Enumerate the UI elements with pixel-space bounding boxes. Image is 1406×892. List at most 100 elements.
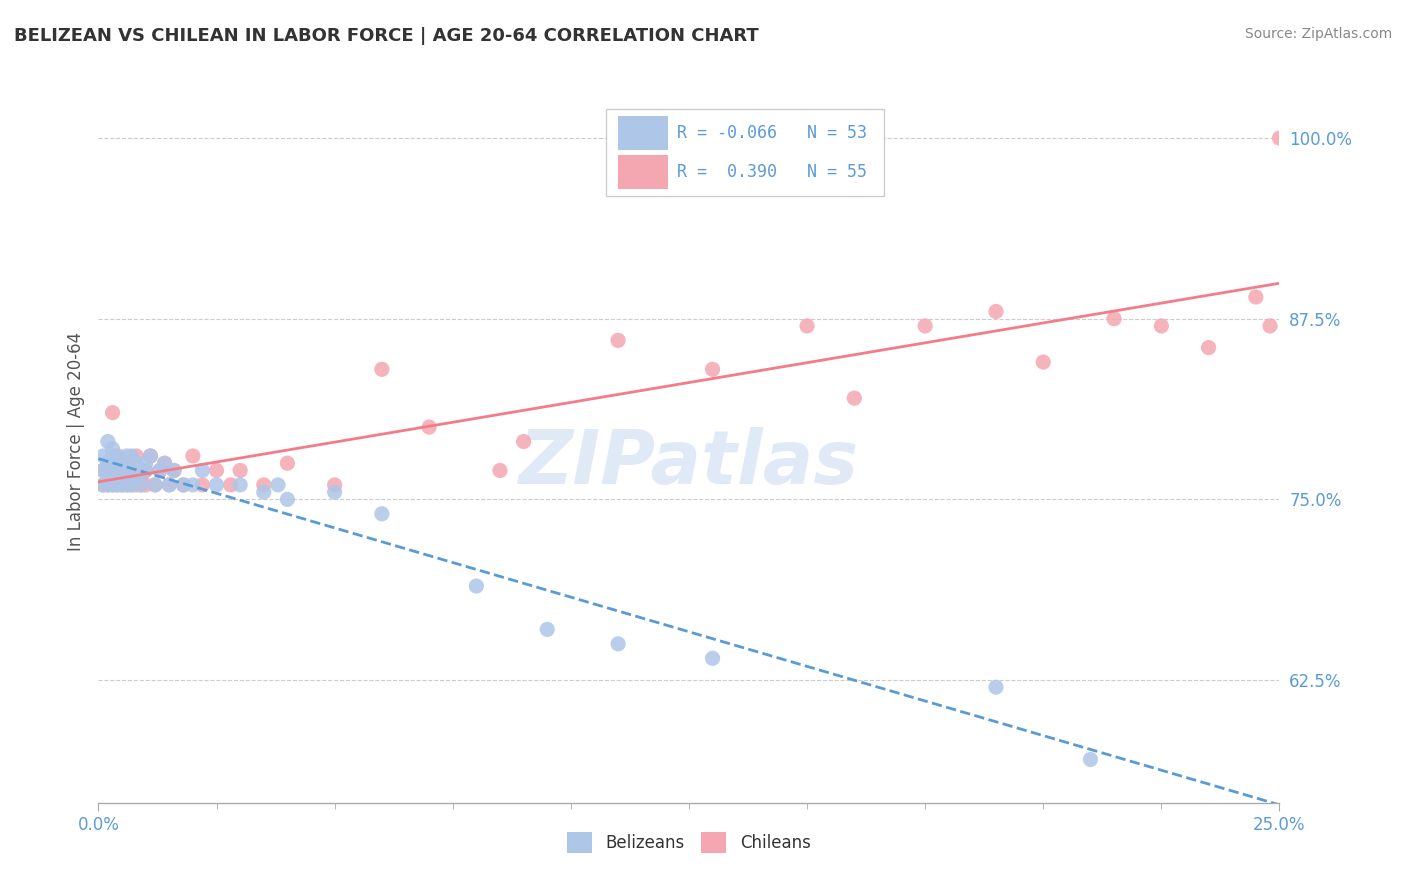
Point <box>157 478 180 492</box>
Point <box>125 449 148 463</box>
Point <box>101 406 124 420</box>
Point <box>135 456 157 470</box>
Y-axis label: In Labor Force | Age 20-64: In Labor Force | Age 20-64 <box>66 332 84 551</box>
Point <box>607 637 630 651</box>
Point <box>91 478 114 492</box>
Point <box>1032 355 1054 369</box>
Point <box>1258 318 1281 333</box>
Point <box>157 478 180 492</box>
Text: ZIPatlas: ZIPatlas <box>519 426 859 500</box>
Point <box>163 463 186 477</box>
Point <box>121 478 143 492</box>
Point <box>105 478 128 492</box>
Point <box>101 456 124 470</box>
Point <box>101 463 124 477</box>
Point <box>512 434 534 449</box>
Point <box>111 478 134 492</box>
Point <box>129 478 152 492</box>
Point <box>105 478 128 492</box>
Point <box>101 478 124 492</box>
Text: R =  0.390   N = 55: R = 0.390 N = 55 <box>678 162 868 180</box>
FancyBboxPatch shape <box>619 154 668 189</box>
Point <box>101 449 124 463</box>
Point <box>91 449 114 463</box>
Point <box>115 478 138 492</box>
Point <box>125 456 148 470</box>
Point <box>371 507 394 521</box>
Point <box>129 478 152 492</box>
Legend: Belizeans, Chileans: Belizeans, Chileans <box>561 826 817 860</box>
Point <box>205 478 228 492</box>
Point <box>172 478 194 492</box>
Point <box>418 420 440 434</box>
Point <box>111 463 134 477</box>
Point <box>536 623 558 637</box>
Point <box>121 463 143 477</box>
Point <box>105 463 128 477</box>
Point <box>172 478 194 492</box>
Point <box>125 470 148 484</box>
Point <box>139 449 162 463</box>
Point <box>129 463 152 477</box>
Point <box>489 463 512 477</box>
Point <box>253 478 276 492</box>
Point <box>91 478 114 492</box>
Point <box>607 334 630 348</box>
Point <box>1244 290 1267 304</box>
Point <box>984 304 1007 318</box>
FancyBboxPatch shape <box>606 109 884 196</box>
Point <box>1150 318 1173 333</box>
Point <box>125 478 148 492</box>
Point <box>135 478 157 492</box>
Point <box>844 391 866 405</box>
Point <box>149 463 172 477</box>
Point <box>105 449 128 463</box>
Point <box>101 442 124 456</box>
Point <box>111 456 134 470</box>
Point <box>101 456 124 470</box>
Text: Source: ZipAtlas.com: Source: ZipAtlas.com <box>1244 27 1392 41</box>
Point <box>97 434 120 449</box>
Point <box>97 478 120 492</box>
Point <box>163 463 186 477</box>
Text: R = -0.066   N = 53: R = -0.066 N = 53 <box>678 124 868 142</box>
Point <box>984 680 1007 694</box>
Point <box>229 478 252 492</box>
Point <box>1102 311 1125 326</box>
Point <box>276 456 298 470</box>
Point <box>111 463 134 477</box>
Text: BELIZEAN VS CHILEAN IN LABOR FORCE | AGE 20-64 CORRELATION CHART: BELIZEAN VS CHILEAN IN LABOR FORCE | AGE… <box>14 27 759 45</box>
Point <box>149 463 172 477</box>
Point <box>205 463 228 477</box>
Point <box>115 449 138 463</box>
Point <box>276 492 298 507</box>
Point <box>111 478 134 492</box>
Point <box>191 478 214 492</box>
Point <box>702 362 724 376</box>
Point <box>111 456 134 470</box>
Point <box>371 362 394 376</box>
Point <box>1080 752 1102 766</box>
Point <box>253 485 276 500</box>
Point <box>97 456 120 470</box>
Point <box>191 463 214 477</box>
FancyBboxPatch shape <box>619 116 668 150</box>
Point <box>181 449 204 463</box>
Point <box>796 318 818 333</box>
Point <box>91 463 114 477</box>
Point <box>229 463 252 477</box>
Point <box>115 456 138 470</box>
Point <box>121 478 143 492</box>
Point <box>143 478 166 492</box>
Point <box>153 456 176 470</box>
Point <box>267 478 290 492</box>
Point <box>219 478 242 492</box>
Point <box>143 478 166 492</box>
Point <box>1198 341 1220 355</box>
Point <box>97 478 120 492</box>
Point <box>105 456 128 470</box>
Point <box>121 463 143 477</box>
Point <box>101 478 124 492</box>
Point <box>323 478 346 492</box>
Point <box>91 463 114 477</box>
